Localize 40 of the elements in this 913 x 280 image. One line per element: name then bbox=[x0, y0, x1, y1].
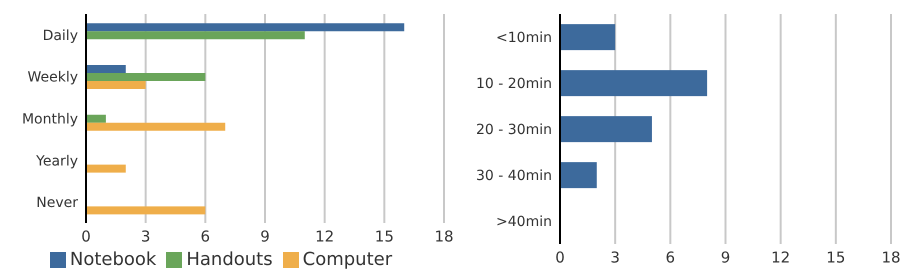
x-tick-label: 3 bbox=[610, 248, 620, 267]
legend-label: Handouts bbox=[186, 249, 273, 270]
x-tick-label: 12 bbox=[771, 248, 790, 267]
bar bbox=[86, 72, 206, 81]
bar bbox=[86, 122, 226, 131]
x-tick-label: 3 bbox=[140, 228, 150, 246]
x-tick-label: 15 bbox=[826, 248, 846, 267]
legend-label: Computer bbox=[302, 249, 392, 270]
bar bbox=[86, 206, 206, 214]
y-tick-label: Never bbox=[36, 195, 78, 212]
bar bbox=[560, 70, 708, 96]
y-tick-label: >40min bbox=[496, 214, 552, 230]
x-tick-label: 18 bbox=[881, 248, 901, 267]
y-tick-label: Daily bbox=[42, 28, 78, 44]
legend-label: Notebook bbox=[70, 249, 156, 270]
x-tick-label: 9 bbox=[720, 248, 730, 267]
y-tick-label: Monthly bbox=[22, 111, 78, 128]
x-tick-label: 0 bbox=[555, 248, 565, 267]
bar bbox=[86, 114, 106, 123]
x-tick-label: 18 bbox=[434, 228, 454, 246]
y-tick-label: Yearly bbox=[35, 153, 78, 170]
bar bbox=[86, 23, 404, 32]
y-tick-label: <10min bbox=[496, 30, 552, 46]
x-tick-label: 9 bbox=[260, 228, 270, 246]
y-tick-label: 20 - 30min bbox=[476, 122, 552, 138]
bar bbox=[560, 24, 616, 50]
x-tick-label: 0 bbox=[81, 228, 91, 246]
bar bbox=[86, 164, 126, 173]
x-tick-label: 12 bbox=[315, 228, 334, 246]
y-tick-label: 10 - 20min bbox=[476, 76, 552, 92]
y-tick-label: 30 - 40min bbox=[476, 168, 552, 184]
x-tick-label: 6 bbox=[200, 228, 210, 246]
x-tick-label: 6 bbox=[666, 248, 676, 267]
bar bbox=[86, 80, 146, 89]
bar bbox=[560, 116, 652, 142]
bar bbox=[86, 64, 126, 73]
y-tick-label: Weekly bbox=[27, 70, 78, 86]
bar bbox=[560, 162, 597, 188]
x-tick-label: 15 bbox=[374, 228, 394, 246]
bar bbox=[86, 31, 305, 40]
